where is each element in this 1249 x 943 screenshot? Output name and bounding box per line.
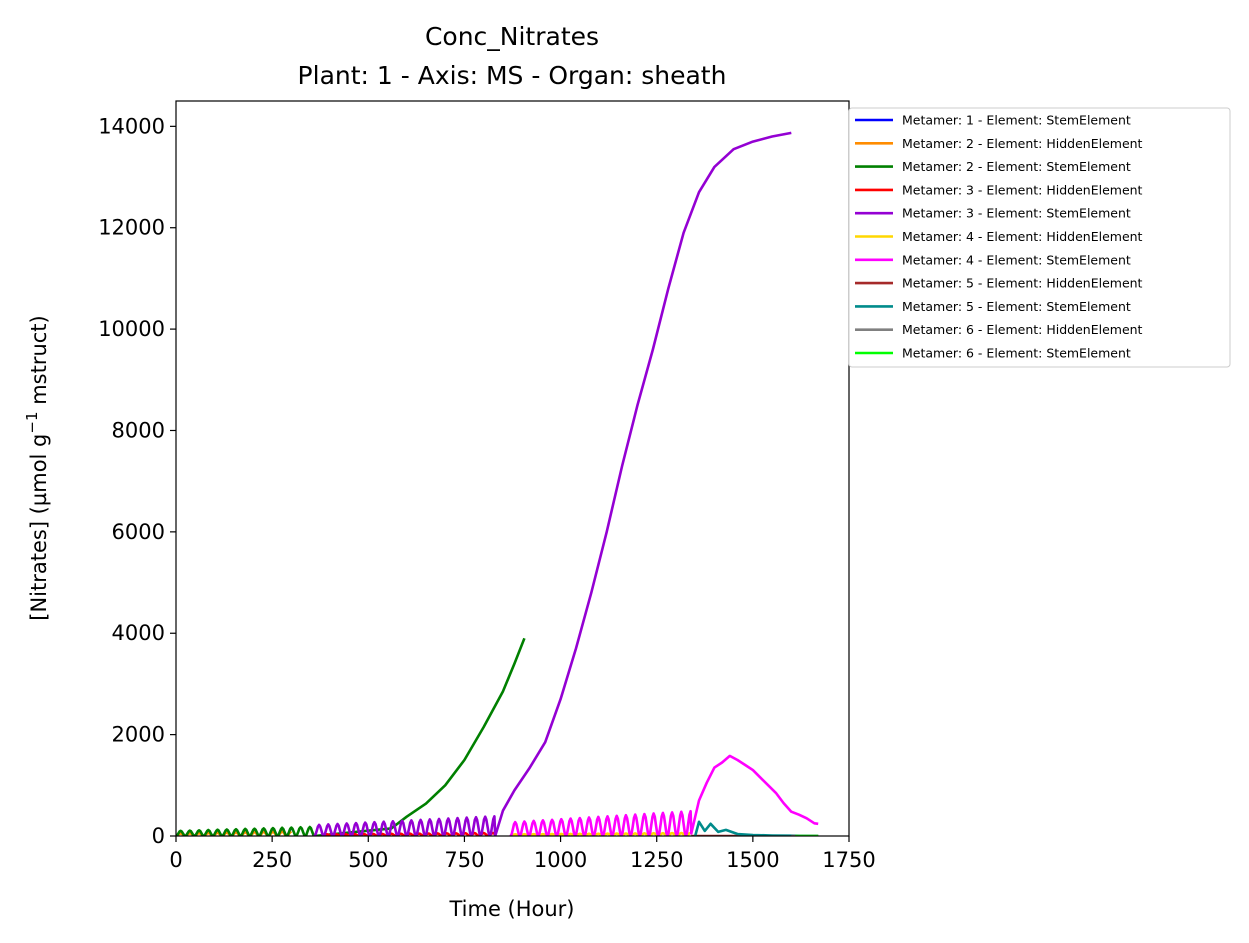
series-line-9 <box>693 820 819 836</box>
x-axis-label: Time (Hour) <box>448 897 574 921</box>
y-tick-label: 6000 <box>112 520 165 544</box>
legend-entry: Metamer: 6 - Element: HiddenElement <box>902 322 1143 337</box>
y-axis: 0 2000 4000 6000 8000 10000 12000 14000 <box>98 114 176 848</box>
x-tick-label: 500 <box>348 848 388 872</box>
x-axis: 0 250 500 750 1000 1250 1500 1750 <box>169 836 876 872</box>
x-tick-label: 750 <box>444 848 484 872</box>
y-tick-label: 12000 <box>98 216 165 240</box>
x-tick-label: 0 <box>169 848 182 872</box>
y-tick-label: 2000 <box>112 723 165 747</box>
y-tick-label: 8000 <box>112 418 165 442</box>
series-line-6 <box>510 831 692 836</box>
series-layer <box>176 131 819 836</box>
chart-subtitle: Plant: 1 - Axis: MS - Organ: sheath <box>298 61 727 90</box>
x-tick-label: 1750 <box>822 848 875 872</box>
legend-entry: Metamer: 6 - Element: StemElement <box>902 346 1131 361</box>
legend-entry: Metamer: 4 - Element: StemElement <box>902 252 1131 267</box>
plot-area <box>175 100 850 837</box>
chart-title: Conc_Nitrates <box>425 22 599 51</box>
legend-entry: Metamer: 2 - Element: StemElement <box>902 159 1131 174</box>
legend-entry: Metamer: 5 - Element: StemElement <box>902 299 1131 314</box>
legend-box <box>848 107 1231 368</box>
y-tick-label: 10000 <box>98 317 165 341</box>
series-line-5 <box>313 131 792 836</box>
x-tick-label: 1500 <box>726 848 779 872</box>
x-tick-label: 1000 <box>534 848 587 872</box>
legend-entry: Metamer: 4 - Element: HiddenElement <box>902 229 1143 244</box>
legend-entry: Metamer: 3 - Element: HiddenElement <box>902 182 1143 197</box>
y-tick-label: 0 <box>152 824 165 848</box>
y-tick-label: 14000 <box>98 114 165 138</box>
legend-entry: Metamer: 2 - Element: HiddenElement <box>902 136 1143 151</box>
legend-entry: Metamer: 5 - Element: HiddenElement <box>902 276 1143 291</box>
legend: Metamer: 1 - Element: StemElement Metamer… <box>848 107 1231 368</box>
x-tick-label: 250 <box>252 848 292 872</box>
x-tick-label: 1250 <box>630 848 683 872</box>
legend-entry: Metamer: 1 - Element: StemElement <box>902 113 1131 128</box>
series-line-3 <box>176 637 526 836</box>
series-line-7 <box>509 754 819 836</box>
plot-frame <box>175 100 850 837</box>
legend-entry: Metamer: 3 - Element: StemElement <box>902 206 1131 221</box>
y-tick-label: 4000 <box>112 621 165 645</box>
y-axis-label: [Nitrates] (µmol g−1 mstruct) <box>23 315 51 621</box>
